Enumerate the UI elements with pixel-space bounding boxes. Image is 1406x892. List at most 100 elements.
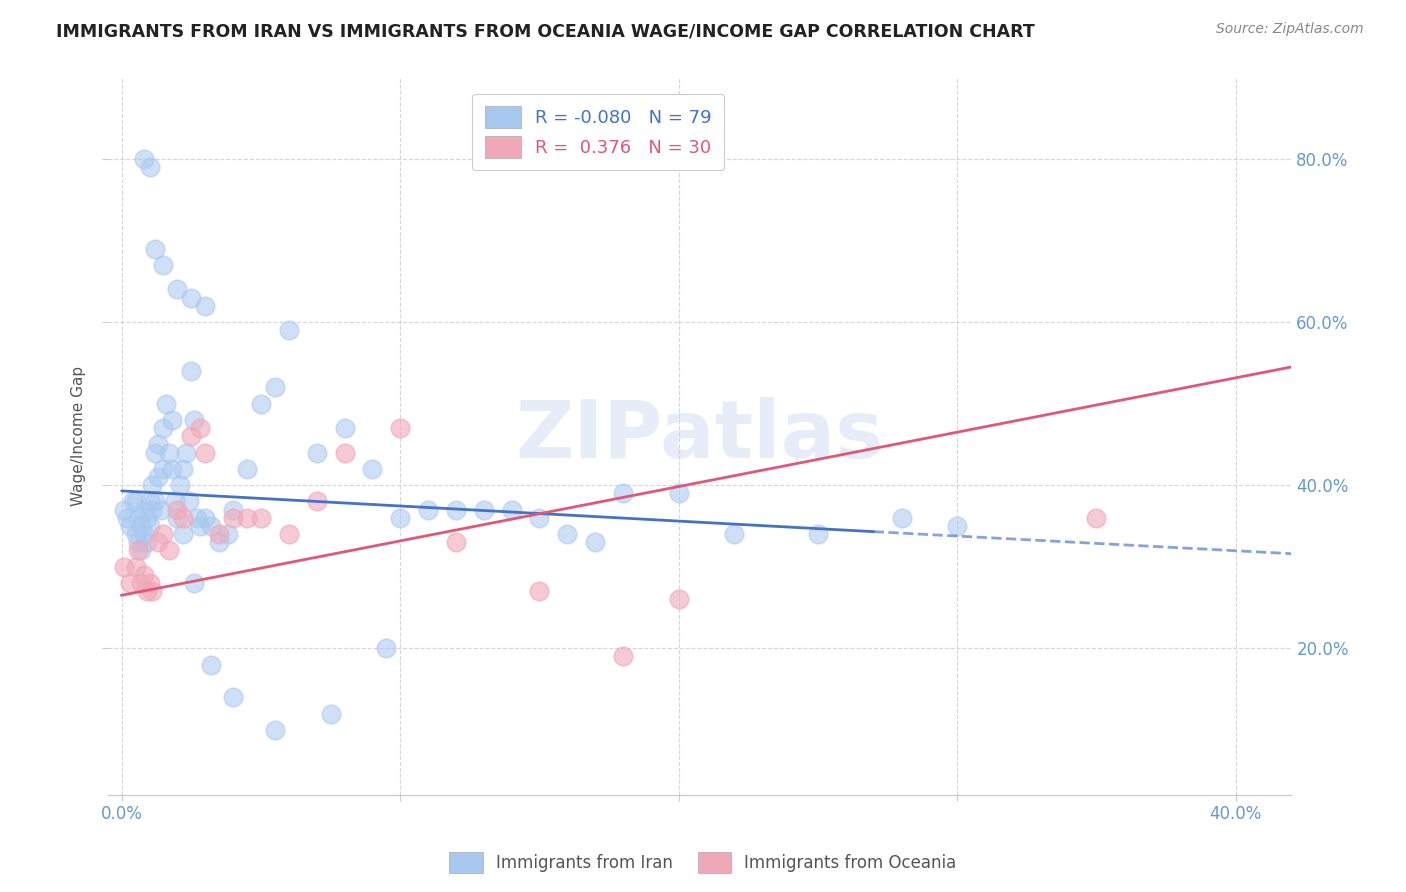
Point: [152, 421, 174, 435]
Point: [194, 510, 217, 524]
Point: [124, 527, 146, 541]
Point: [114, 559, 136, 574]
Point: [583, 535, 606, 549]
Point: [180, 364, 202, 378]
Point: [361, 462, 384, 476]
Point: [305, 445, 328, 459]
Point: [129, 543, 152, 558]
Text: ZIPatlas: ZIPatlas: [516, 397, 884, 475]
Point: [264, 723, 287, 737]
Point: [157, 445, 180, 459]
Point: [138, 519, 160, 533]
Point: [177, 494, 200, 508]
Point: [138, 494, 160, 508]
Point: [333, 421, 356, 435]
Point: [194, 299, 217, 313]
Legend: Immigrants from Iran, Immigrants from Oceania: Immigrants from Iran, Immigrants from Oc…: [443, 846, 963, 880]
Point: [163, 494, 186, 508]
Point: [946, 519, 969, 533]
Point: [277, 527, 299, 541]
Point: [157, 543, 180, 558]
Point: [612, 486, 634, 500]
Text: Source: ZipAtlas.com: Source: ZipAtlas.com: [1216, 22, 1364, 37]
Point: [222, 510, 245, 524]
Point: [138, 160, 160, 174]
Point: [132, 567, 155, 582]
Point: [277, 323, 299, 337]
Point: [236, 462, 259, 476]
Point: [174, 445, 197, 459]
Point: [127, 543, 149, 558]
Point: [169, 478, 191, 492]
Point: [146, 437, 169, 451]
Point: [141, 584, 163, 599]
Point: [200, 657, 222, 672]
Point: [138, 576, 160, 591]
Point: [444, 502, 467, 516]
Point: [135, 584, 157, 599]
Point: [501, 502, 523, 516]
Point: [375, 641, 398, 656]
Point: [612, 649, 634, 664]
Point: [200, 519, 222, 533]
Point: [124, 494, 146, 508]
Point: [149, 502, 172, 516]
Point: [129, 519, 152, 533]
Point: [472, 502, 495, 516]
Point: [152, 527, 174, 541]
Point: [668, 486, 690, 500]
Point: [118, 576, 141, 591]
Point: [124, 559, 146, 574]
Point: [890, 510, 912, 524]
Point: [194, 445, 217, 459]
Point: [152, 258, 174, 272]
Point: [135, 510, 157, 524]
Point: [389, 421, 412, 435]
Point: [222, 502, 245, 516]
Point: [129, 576, 152, 591]
Point: [132, 502, 155, 516]
Point: [188, 519, 211, 533]
Point: [172, 462, 194, 476]
Point: [117, 510, 139, 524]
Point: [143, 242, 166, 256]
Point: [166, 502, 188, 516]
Point: [166, 510, 188, 524]
Point: [166, 283, 188, 297]
Point: [143, 445, 166, 459]
Point: [250, 397, 273, 411]
Point: [160, 413, 183, 427]
Point: [143, 494, 166, 508]
Point: [118, 519, 141, 533]
Point: [146, 535, 169, 549]
Point: [121, 494, 143, 508]
Point: [208, 527, 231, 541]
Text: IMMIGRANTS FROM IRAN VS IMMIGRANTS FROM OCEANIA WAGE/INCOME GAP CORRELATION CHAR: IMMIGRANTS FROM IRAN VS IMMIGRANTS FROM …: [56, 22, 1035, 40]
Point: [807, 527, 830, 541]
Point: [152, 462, 174, 476]
Point: [250, 510, 273, 524]
Point: [236, 510, 259, 524]
Point: [444, 535, 467, 549]
Point: [132, 152, 155, 166]
Point: [555, 527, 578, 541]
Point: [305, 494, 328, 508]
Point: [319, 706, 342, 721]
Point: [114, 502, 136, 516]
Point: [333, 445, 356, 459]
Point: [141, 478, 163, 492]
Point: [1085, 510, 1108, 524]
Point: [172, 510, 194, 524]
Point: [264, 380, 287, 394]
Point: [180, 291, 202, 305]
Point: [222, 690, 245, 705]
Point: [141, 502, 163, 516]
Point: [208, 535, 231, 549]
Point: [132, 527, 155, 541]
Legend: R = -0.080   N = 79, R =  0.376   N = 30: R = -0.080 N = 79, R = 0.376 N = 30: [472, 94, 724, 170]
Point: [217, 527, 239, 541]
Point: [183, 413, 205, 427]
Point: [529, 510, 551, 524]
Point: [389, 510, 412, 524]
Point: [146, 470, 169, 484]
